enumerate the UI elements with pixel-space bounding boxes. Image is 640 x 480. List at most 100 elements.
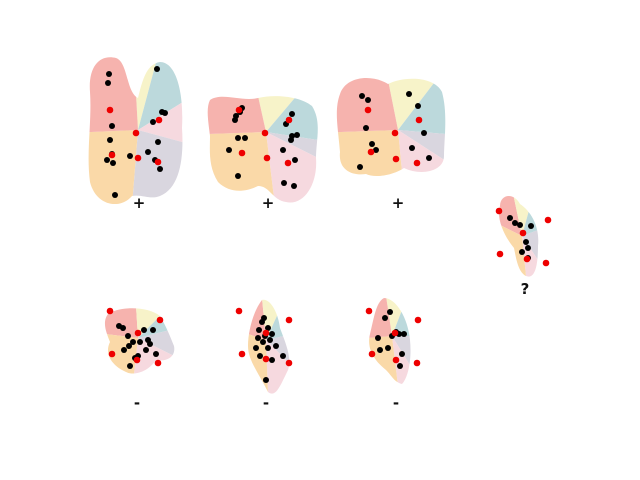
sample-point <box>421 130 427 136</box>
centroid-point <box>235 106 243 114</box>
sample-point <box>377 347 383 353</box>
sample-point <box>126 343 132 349</box>
sample-point <box>507 215 513 221</box>
sample-point <box>226 147 232 153</box>
centroid-point <box>414 316 422 324</box>
centroid-point <box>368 350 376 358</box>
centroid-point <box>132 129 140 137</box>
sample-point <box>273 343 279 349</box>
sample-point <box>269 331 275 337</box>
region-sector <box>104 326 138 374</box>
region-sector <box>392 336 411 384</box>
sample-point <box>112 192 118 198</box>
sample-point <box>125 333 131 339</box>
centroid-point <box>154 158 162 166</box>
panel-label: + <box>262 194 275 212</box>
panel-label: + <box>392 194 405 212</box>
centroid-point <box>263 154 271 162</box>
region-sector <box>126 338 175 374</box>
centroid-point <box>134 329 142 337</box>
sample-point <box>523 239 529 245</box>
sample-point <box>263 377 269 383</box>
centroid-point <box>544 216 552 224</box>
sample-point <box>528 223 534 229</box>
centroid-point <box>262 329 270 337</box>
centroid-point <box>367 148 375 156</box>
centroid-point <box>496 250 504 258</box>
panel-pos-3: + <box>336 78 446 212</box>
sample-point <box>127 363 133 369</box>
centroid-point <box>235 307 243 315</box>
region-sector <box>266 132 318 203</box>
panel-label: - <box>134 394 140 412</box>
region-sector <box>398 78 446 142</box>
sample-point <box>260 339 266 345</box>
sample-point <box>259 319 265 325</box>
centroid-point <box>108 151 116 159</box>
centroid-point <box>542 259 550 267</box>
sample-point <box>157 166 163 172</box>
sample-point <box>235 173 241 179</box>
sample-point <box>109 123 115 129</box>
centroid-point <box>238 350 246 358</box>
region-sector <box>522 218 539 277</box>
panel-neg-3: - <box>365 298 422 412</box>
centroid-point <box>133 356 141 364</box>
sample-point <box>382 315 388 321</box>
sample-point <box>375 335 381 341</box>
centroid-point <box>392 155 400 163</box>
sample-point <box>517 222 523 228</box>
region-sector <box>266 328 290 394</box>
centroid-point <box>154 359 162 367</box>
sample-point <box>385 345 391 351</box>
region-sector <box>266 132 318 203</box>
sample-point <box>363 125 369 131</box>
sample-point <box>155 139 161 145</box>
sample-point <box>110 160 116 166</box>
centroid-point <box>108 350 116 358</box>
sample-point <box>373 147 379 153</box>
centroid-point <box>106 307 114 315</box>
centroid-point <box>155 116 163 124</box>
centroid-point <box>413 359 421 367</box>
centroid-point <box>364 106 372 114</box>
sample-point <box>387 309 393 315</box>
centroid-point <box>238 149 246 157</box>
sample-point <box>365 97 371 103</box>
sample-point <box>150 119 156 125</box>
sample-point <box>359 93 365 99</box>
panel-pos-2: + <box>207 96 318 212</box>
sample-point <box>154 66 160 72</box>
sample-point <box>281 180 287 186</box>
region-sector <box>392 336 411 384</box>
sample-point <box>399 351 405 357</box>
sample-point <box>107 137 113 143</box>
sample-point <box>127 153 133 159</box>
sample-point <box>137 339 143 345</box>
sample-point <box>415 103 421 109</box>
sample-point <box>153 351 159 357</box>
panel-neg-1: - <box>104 307 175 412</box>
region-sector <box>138 70 183 166</box>
sample-point <box>265 345 271 351</box>
sample-point <box>141 327 147 333</box>
panel-label: + <box>133 194 146 212</box>
sample-point <box>120 325 126 331</box>
centroid-point <box>284 159 292 167</box>
centroid-point <box>134 154 142 162</box>
sample-point <box>105 80 111 86</box>
sample-point <box>130 339 136 345</box>
region-sector <box>522 195 539 236</box>
sample-point <box>280 353 286 359</box>
centroid-point <box>415 116 423 124</box>
centroid-point <box>495 207 503 215</box>
sample-point <box>512 220 518 226</box>
sample-point <box>145 149 151 155</box>
sample-point <box>357 164 363 170</box>
sample-point <box>242 135 248 141</box>
region-sector <box>88 57 138 136</box>
panel-label: - <box>263 394 269 412</box>
centroid-point <box>523 255 531 263</box>
sample-point <box>409 145 415 151</box>
